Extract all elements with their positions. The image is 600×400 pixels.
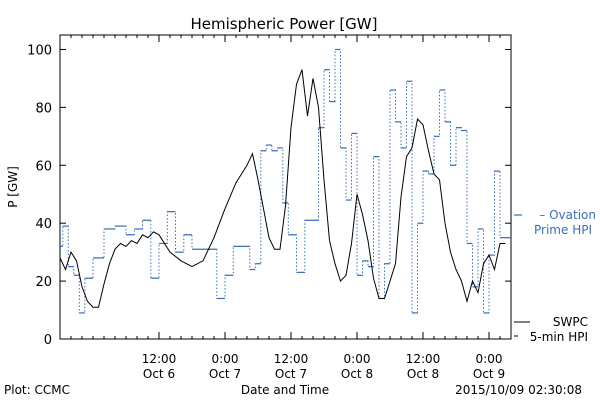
x-tick-label-date: Oct 7 xyxy=(209,367,241,381)
x-tick-label-time: 0:00 xyxy=(212,352,239,366)
legend-label-ovation-line2: Prime HPI xyxy=(534,223,592,237)
plot-frame xyxy=(59,34,512,340)
legend-label-swpc-line1: SWPC xyxy=(553,315,588,329)
x-tick-label-date: Oct 6 xyxy=(143,367,175,381)
y-tick-label: 80 xyxy=(35,101,52,116)
y-tick-label: 0 xyxy=(44,333,52,348)
plot-area xyxy=(59,34,512,340)
x-tick-label-time: 12:00 xyxy=(406,352,441,366)
y-tick-label: 100 xyxy=(27,43,52,58)
x-tick-label-date: Oct 8 xyxy=(407,367,439,381)
chart-title: Hemispheric Power [GW] xyxy=(191,15,378,33)
x-tick-label-time: 12:00 xyxy=(274,352,309,366)
y-axis-label: P [GW] xyxy=(6,166,20,208)
x-tick-label-time: 0:00 xyxy=(476,352,503,366)
series-line-swpc-5-min-hpi xyxy=(59,69,506,308)
plot-timestamp: 2015/10/09 02:30:08 xyxy=(455,383,582,397)
x-tick-label-time: 12:00 xyxy=(142,352,177,366)
legend-label-ovation-line1: – Ovation xyxy=(539,208,596,222)
y-tick-label: 40 xyxy=(35,217,52,232)
y-tick-label: 20 xyxy=(35,275,52,290)
x-tick-label-date: Oct 8 xyxy=(341,367,373,381)
y-tick-label: 60 xyxy=(35,159,52,174)
legend-label-swpc-line2: 5-min HPI xyxy=(530,330,588,344)
x-tick-label-time: 0:00 xyxy=(344,352,371,366)
plot-source-label: Plot: CCMC xyxy=(4,383,70,397)
x-tick-label-date: Oct 9 xyxy=(473,367,505,381)
x-tick-label-date: Oct 7 xyxy=(275,367,307,381)
x-axis-label: Date and Time xyxy=(241,383,329,397)
